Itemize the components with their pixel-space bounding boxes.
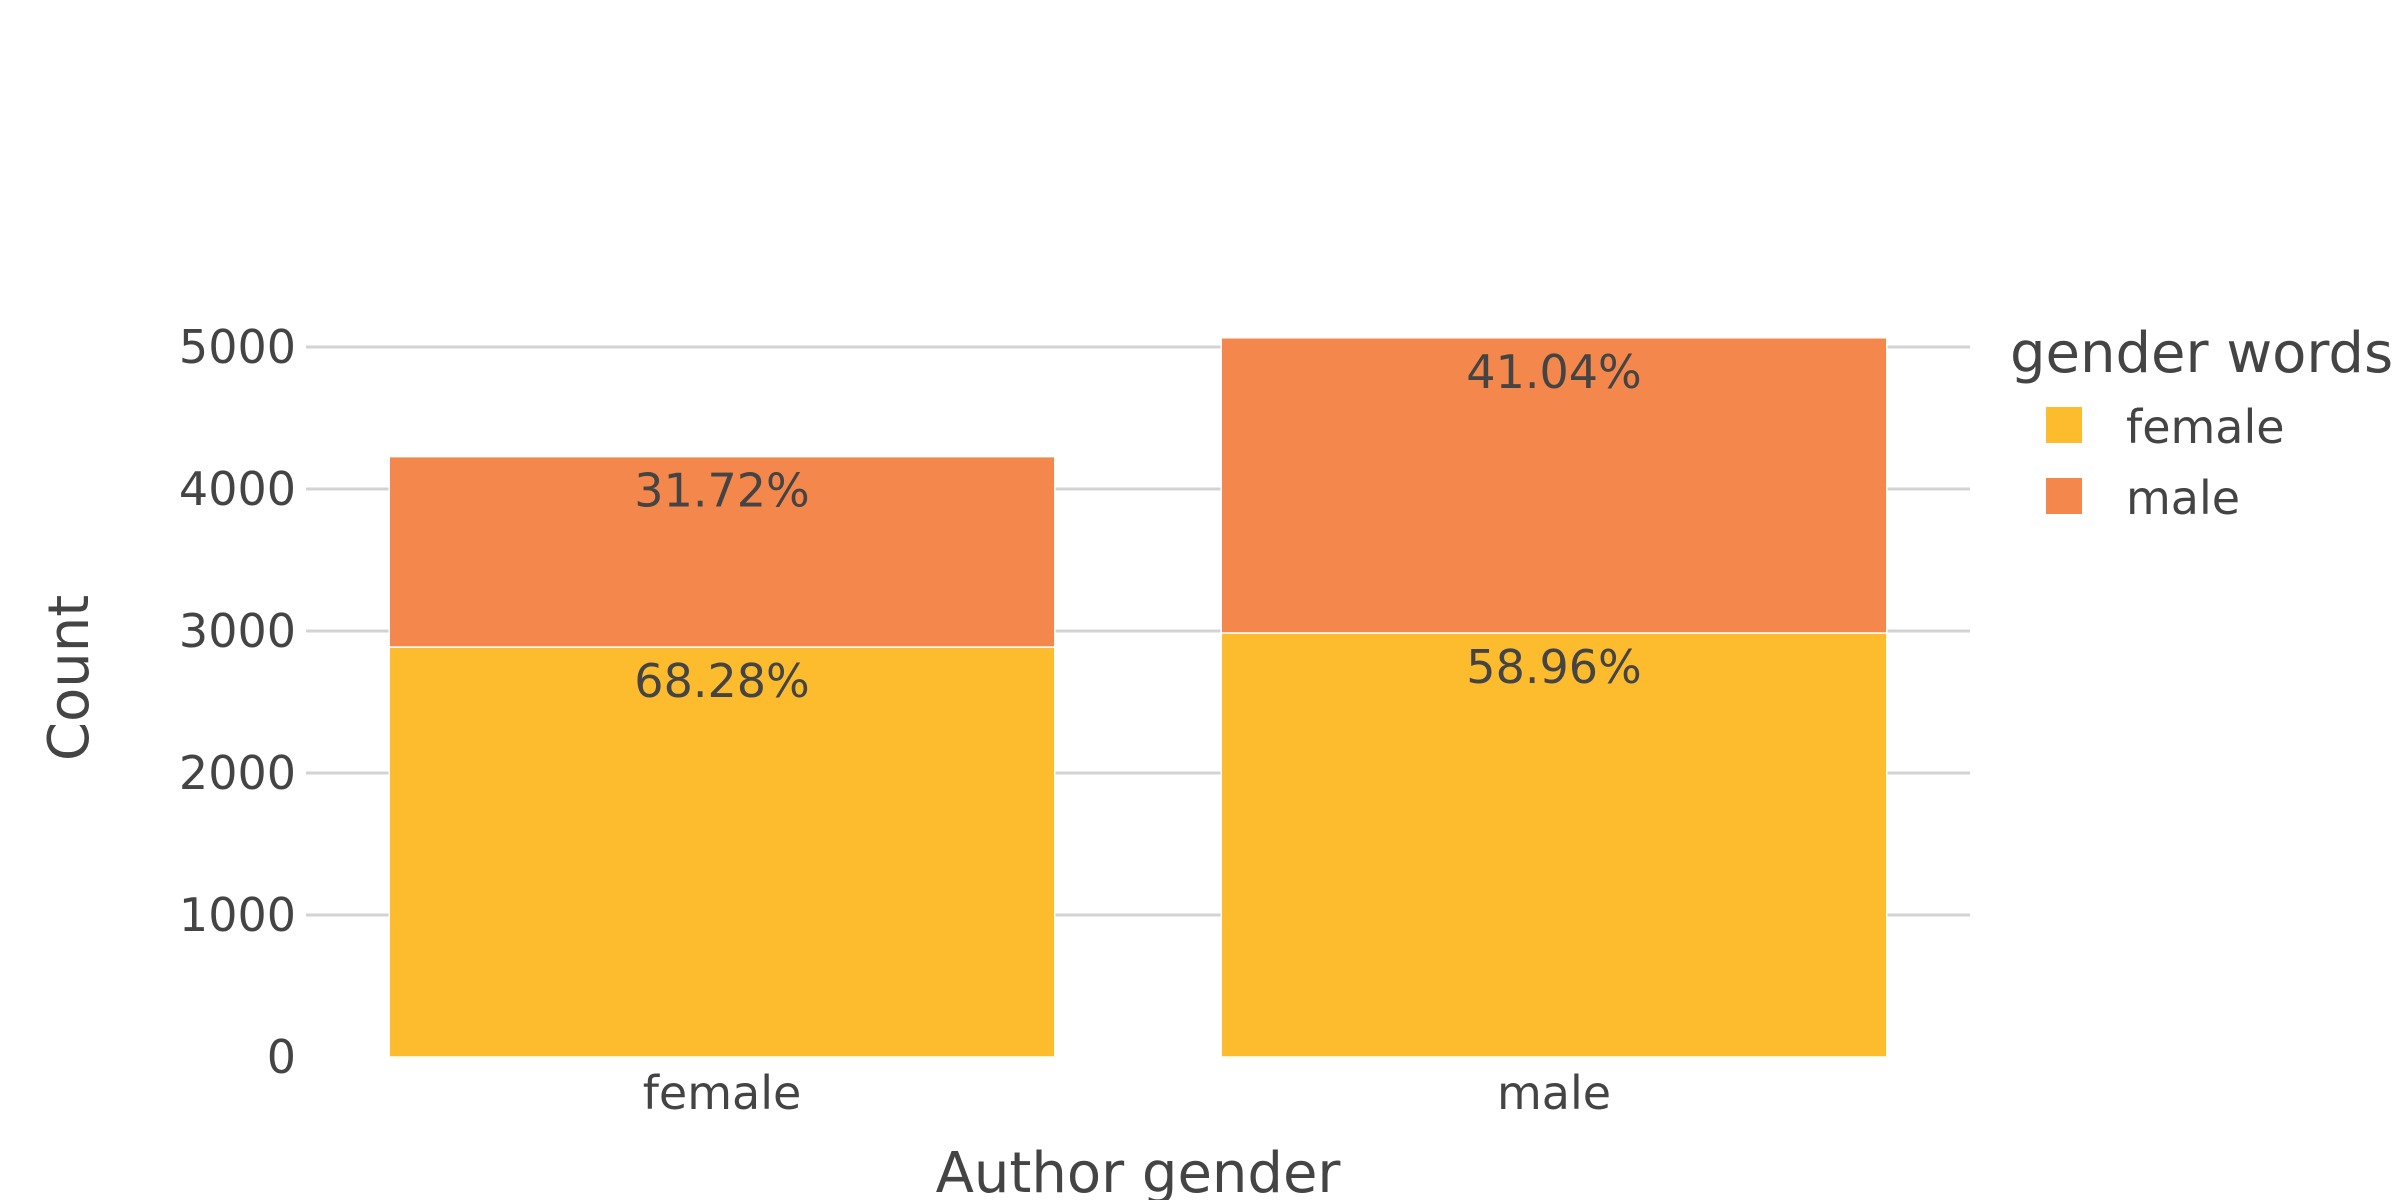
bar-male-male	[1220, 337, 1888, 634]
bar-female-male	[388, 455, 1056, 648]
bar-female-female	[388, 646, 1056, 1058]
data-labels: 68.28% 31.72% 58.96% 41.04%	[634, 345, 1641, 708]
data-label: 68.28%	[634, 654, 809, 708]
y-tick-label: 4000	[179, 462, 296, 516]
y-axis-ticks: 0 1000 2000 3000 4000 5000	[179, 320, 296, 1084]
y-tick-label: 0	[267, 1030, 296, 1084]
legend-swatch-male[interactable]	[2046, 478, 2082, 514]
legend-items: female male	[2046, 400, 2285, 525]
y-tick-label: 2000	[179, 746, 296, 800]
legend: gender words female male	[2010, 321, 2393, 525]
x-axis-title: Author gender	[936, 1141, 1342, 1200]
x-axis-ticks: female male	[643, 1066, 1611, 1120]
y-tick-label: 1000	[179, 888, 296, 942]
legend-title: gender words	[2010, 321, 2393, 386]
y-axis-title: Count	[37, 595, 102, 761]
legend-label[interactable]: male	[2126, 471, 2240, 525]
y-tick-label: 5000	[179, 320, 296, 374]
x-tick-label: male	[1497, 1066, 1611, 1120]
legend-swatch-female[interactable]	[2046, 407, 2082, 443]
bars	[388, 337, 1888, 1058]
y-tick-label: 3000	[179, 604, 296, 658]
data-label: 58.96%	[1466, 640, 1641, 694]
data-label: 41.04%	[1466, 345, 1641, 399]
data-label: 31.72%	[634, 464, 809, 518]
x-tick-label: female	[643, 1066, 802, 1120]
bar-male-female	[1220, 632, 1888, 1058]
legend-label[interactable]: female	[2126, 400, 2285, 454]
